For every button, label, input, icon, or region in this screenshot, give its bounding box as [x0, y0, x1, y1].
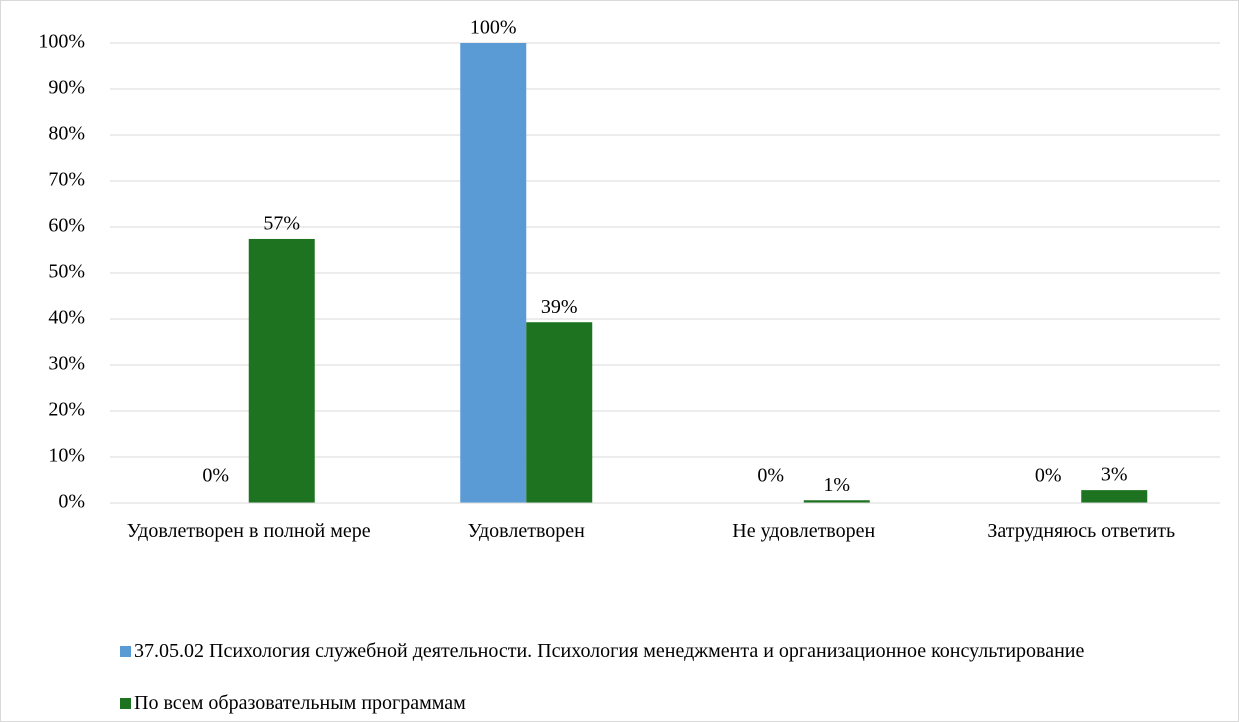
- legend-item: 37.05.02 Психология служебной деятельнос…: [120, 638, 1210, 664]
- legend-label: 37.05.02 Психология служебной деятельнос…: [134, 640, 1085, 662]
- data-label: 1%: [823, 474, 850, 496]
- y-tick-label: 100%: [38, 31, 85, 53]
- x-tick-label: Удовлетворен: [467, 520, 585, 542]
- bar: [248, 238, 315, 503]
- bar: [803, 500, 870, 503]
- bar: [526, 322, 593, 503]
- y-tick-label: 50%: [48, 261, 85, 283]
- data-label: 0%: [1035, 465, 1062, 487]
- x-tick-label: Не удовлетворен: [732, 520, 876, 542]
- data-label: 39%: [541, 296, 578, 318]
- legend-swatch: [120, 698, 131, 709]
- y-tick-label: 30%: [48, 353, 85, 375]
- y-tick-label: 60%: [48, 215, 85, 237]
- bar: [460, 43, 527, 503]
- legend-item: По всем образовательным программам: [120, 690, 1210, 716]
- x-tick-label: Затрудняюсь ответить: [987, 520, 1176, 542]
- y-tick-label: 80%: [48, 123, 85, 145]
- y-tick-label: 0%: [58, 491, 85, 513]
- data-label: 0%: [757, 465, 784, 487]
- y-tick-label: 40%: [48, 307, 85, 329]
- legend-swatch: [120, 646, 131, 657]
- data-label: 0%: [202, 465, 229, 487]
- bar: [1081, 490, 1148, 503]
- y-tick-label: 10%: [48, 445, 85, 467]
- data-label: 100%: [470, 17, 517, 39]
- legend-label: По всем образовательным программам: [134, 692, 466, 714]
- y-tick-label: 70%: [48, 169, 85, 191]
- y-tick-label: 20%: [48, 399, 85, 421]
- data-label: 3%: [1101, 464, 1128, 486]
- data-label: 57%: [263, 213, 300, 235]
- x-tick-label: Удовлетворен в полной мере: [126, 520, 371, 542]
- y-tick-label: 90%: [48, 77, 85, 99]
